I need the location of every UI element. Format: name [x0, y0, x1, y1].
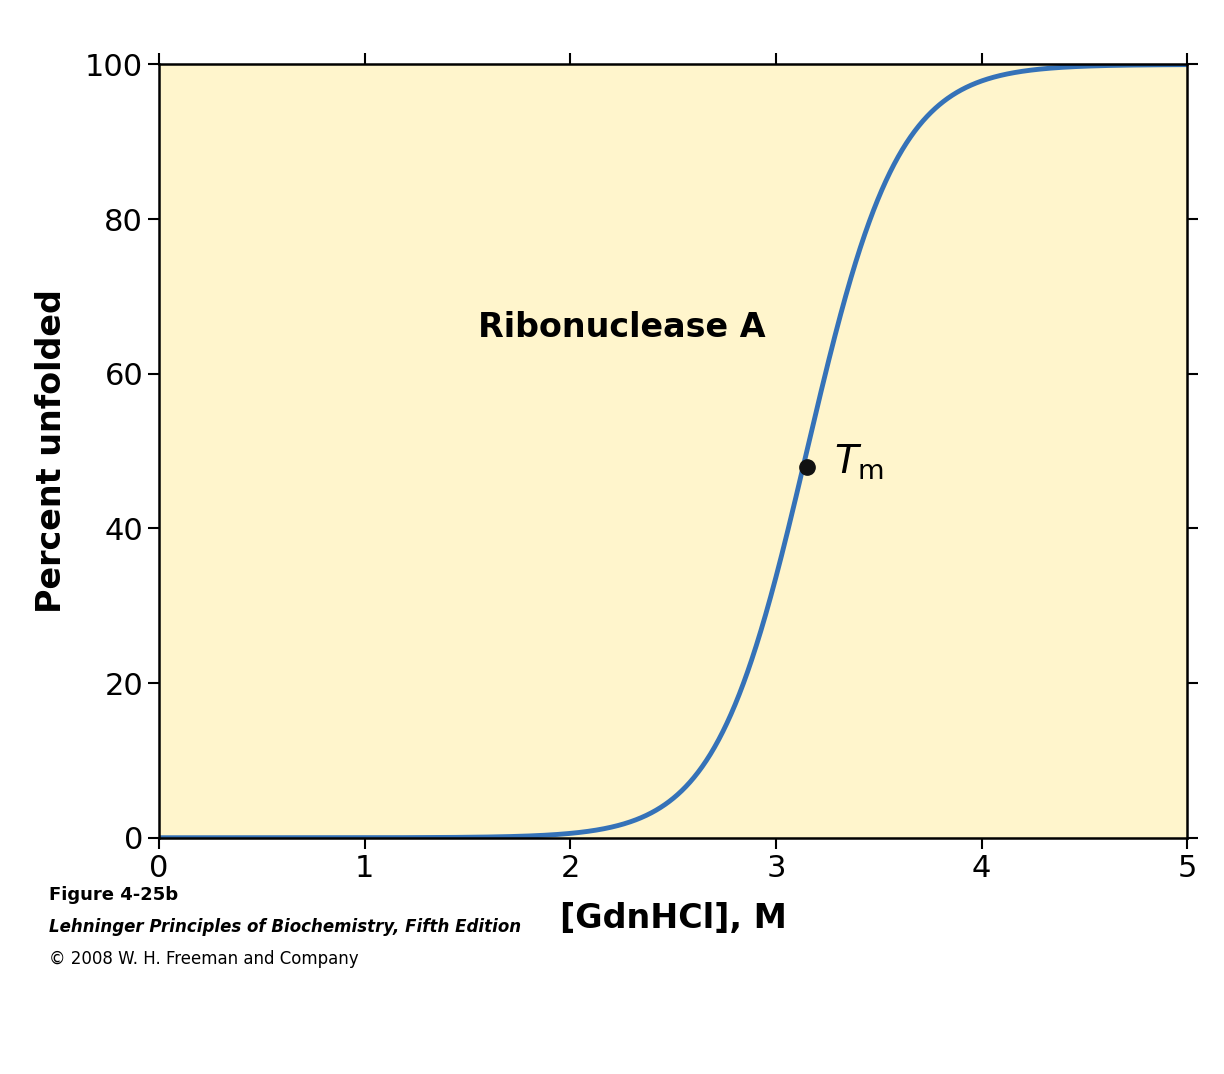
Text: Ribonuclease A: Ribonuclease A — [477, 310, 765, 344]
Text: Lehninger Principles of Biochemistry, Fifth Edition: Lehninger Principles of Biochemistry, Fi… — [49, 918, 521, 937]
Text: $\mathit{T}_{\mathrm{m}}$: $\mathit{T}_{\mathrm{m}}$ — [834, 444, 884, 482]
Y-axis label: Percent unfolded: Percent unfolded — [35, 289, 69, 613]
X-axis label: [GdnHCl], M: [GdnHCl], M — [559, 902, 787, 935]
Text: Figure 4-25b: Figure 4-25b — [49, 886, 177, 904]
Text: © 2008 W. H. Freeman and Company: © 2008 W. H. Freeman and Company — [49, 950, 359, 969]
